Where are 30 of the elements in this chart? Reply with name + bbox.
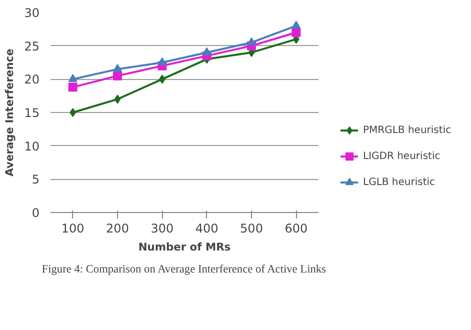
- point: [247, 37, 256, 46]
- y-axis-title: Average Interference: [3, 48, 16, 176]
- y-tick-label: 15: [24, 106, 40, 120]
- y-tick-label: 10: [24, 139, 40, 154]
- x-tick-label: 500: [240, 222, 263, 236]
- point: [68, 74, 78, 82]
- y-tick-label: 5: [32, 172, 40, 187]
- y-tick-label: 0: [32, 206, 40, 220]
- x-tick-label: 100: [61, 222, 84, 236]
- legend-label: LIGDR heuristic: [363, 150, 440, 162]
- x-tick-label: 400: [195, 222, 218, 236]
- point: [113, 71, 122, 80]
- legend-label: PMRGLB heuristic: [363, 124, 452, 136]
- point: [292, 20, 301, 29]
- point: [202, 47, 212, 56]
- y-tick-label: 20: [24, 72, 40, 87]
- point: [68, 82, 78, 92]
- point: [113, 64, 122, 72]
- point: [158, 57, 167, 66]
- x-axis-title: Number of MRs: [138, 240, 231, 254]
- y-tick-label: 25: [24, 39, 40, 54]
- x-tick-label: 600: [284, 222, 308, 236]
- point: [114, 94, 121, 104]
- x-tick-label: 300: [150, 222, 174, 236]
- legend-label: LGLB heuristic: [363, 176, 436, 188]
- point: [70, 108, 76, 117]
- point: [292, 28, 301, 37]
- x-tick-label: 200: [106, 222, 129, 236]
- text: Figure 4: Comparison on Average Interference of Active Links: [42, 264, 326, 276]
- y-tick-label: 30: [24, 6, 40, 20]
